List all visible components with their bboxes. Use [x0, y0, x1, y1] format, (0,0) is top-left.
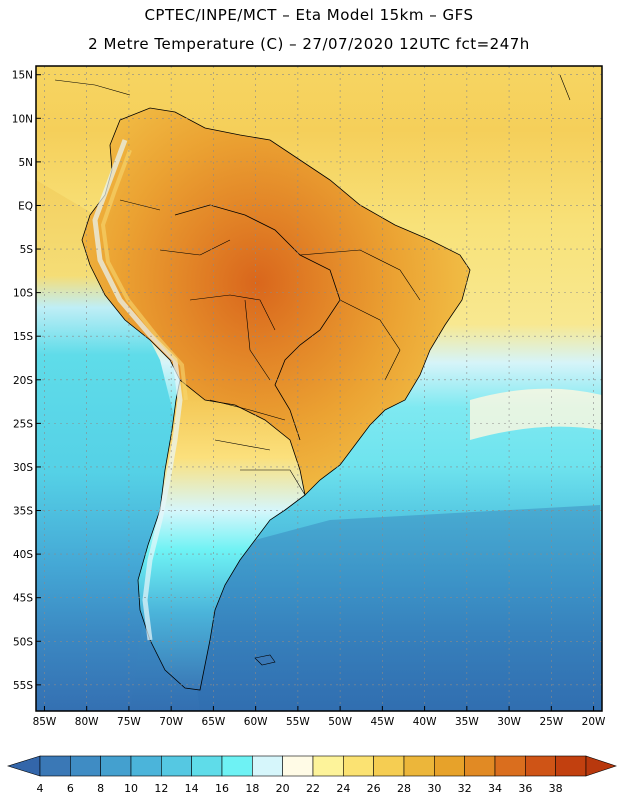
colorbar-label: 32 [458, 782, 472, 795]
colorbar-label: 18 [245, 782, 259, 795]
colorbar-label: 30 [427, 782, 441, 795]
colorbar-swatch [312, 755, 344, 777]
colorbar-label: 4 [37, 782, 44, 795]
title-line-1: CPTEC/INPE/MCT – Eta Model 15km – GFS [144, 6, 474, 24]
andes-shadow [100, 149, 188, 401]
colorbar-swatch [130, 755, 162, 777]
colorbar-swatch [343, 755, 374, 777]
map-frame [35, 65, 603, 712]
longitude-labels: 85W 80W 75W 70W 65W 60W 55W 50W 45W 40W 35W 30W 25W 2… [33, 716, 606, 728]
colorbar-label: 12 [154, 782, 168, 795]
colorbar-max-arrow [585, 755, 617, 777]
colorbar-label: 22 [306, 782, 320, 795]
lon-label: 45W [370, 716, 394, 728]
colorbar-swatch [464, 755, 496, 777]
colorbar-swatch [70, 755, 101, 777]
colorbar-swatch [494, 755, 526, 777]
colorbar-label: 14 [185, 782, 199, 795]
colorbar-swatch [434, 755, 465, 777]
colorbar-label: 10 [124, 782, 138, 795]
lon-label: 50W [328, 716, 352, 728]
lat-label: 40S [13, 549, 33, 561]
caribbean-islands [54, 74, 571, 101]
colorbar-label: 6 [67, 782, 74, 795]
falkland-islands [254, 654, 276, 666]
colorbar-swatch [555, 755, 587, 777]
lat-label: EQ [18, 200, 33, 212]
colorbar-swatch [100, 755, 132, 777]
lat-label: 15S [13, 331, 33, 343]
lon-label: 20W [582, 716, 606, 728]
title-line-2: 2 Metre Temperature (C) – 27/07/2020 12U… [88, 35, 530, 53]
internal-borders [119, 199, 421, 496]
southern-cone [137, 379, 306, 691]
lat-label: 5N [18, 157, 33, 169]
lat-label: 45S [13, 593, 33, 605]
colorbar-min-arrow [6, 755, 41, 777]
warm-ocean-tongue [470, 388, 602, 440]
colorbar-swatch [221, 755, 253, 777]
colorbar-label: 34 [488, 782, 502, 795]
lon-label: 55W [286, 716, 310, 728]
lon-label: 70W [159, 716, 183, 728]
lon-label: 65W [202, 716, 226, 728]
lat-label: 20S [13, 375, 33, 387]
lon-label: 80W [75, 716, 99, 728]
lat-lon-grid [36, 66, 602, 711]
lat-label: 30S [13, 462, 33, 474]
colorbar-swatch [252, 755, 283, 777]
colorbar: 4 6 8 10 12 14 16 18 20 22 24 26 28 30 32 34 36 38 [6, 755, 617, 795]
lat-label: 15N [12, 70, 33, 82]
lon-label: 40W [413, 716, 437, 728]
lon-label: 60W [244, 716, 268, 728]
colorbar-label: 24 [336, 782, 350, 795]
colorbar-label: 8 [97, 782, 104, 795]
lat-label: 35S [13, 506, 33, 518]
colorbar-label: 20 [276, 782, 290, 795]
colorbar-swatch [525, 755, 556, 777]
lat-label: 10N [12, 113, 33, 125]
andes-ridge [92, 139, 183, 641]
colorbar-swatch [282, 755, 314, 777]
lat-label: 50S [13, 636, 33, 648]
colorbar-swatch [39, 755, 71, 777]
lat-label: 10S [13, 288, 33, 300]
south-atlantic-cold-band [180, 505, 602, 711]
colorbar-label: 28 [397, 782, 411, 795]
lon-label: 35W [455, 716, 479, 728]
south-america-landmass [81, 107, 471, 526]
colorbar-label: 38 [549, 782, 563, 795]
colorbar-label: 26 [367, 782, 381, 795]
lon-label: 30W [497, 716, 521, 728]
colorbar-label: 36 [518, 782, 532, 795]
colorbar-label: 16 [215, 782, 229, 795]
colorbar-swatch [373, 755, 405, 777]
lat-label: 5S [20, 244, 34, 256]
colorbar-swatch [403, 755, 435, 777]
lon-label: 75W [117, 716, 141, 728]
lat-label: 25S [13, 418, 33, 430]
colorbar-swatch [161, 755, 192, 777]
colorbar-swatch [191, 755, 223, 777]
latitude-labels: 15N 10N 5N EQ 5S 10S 15S 20S 25S 30S 35S 40S 45S 50S 5… [12, 70, 34, 692]
lon-label: 25W [539, 716, 563, 728]
lat-label: 55S [13, 680, 33, 692]
lon-label: 85W [33, 716, 57, 728]
